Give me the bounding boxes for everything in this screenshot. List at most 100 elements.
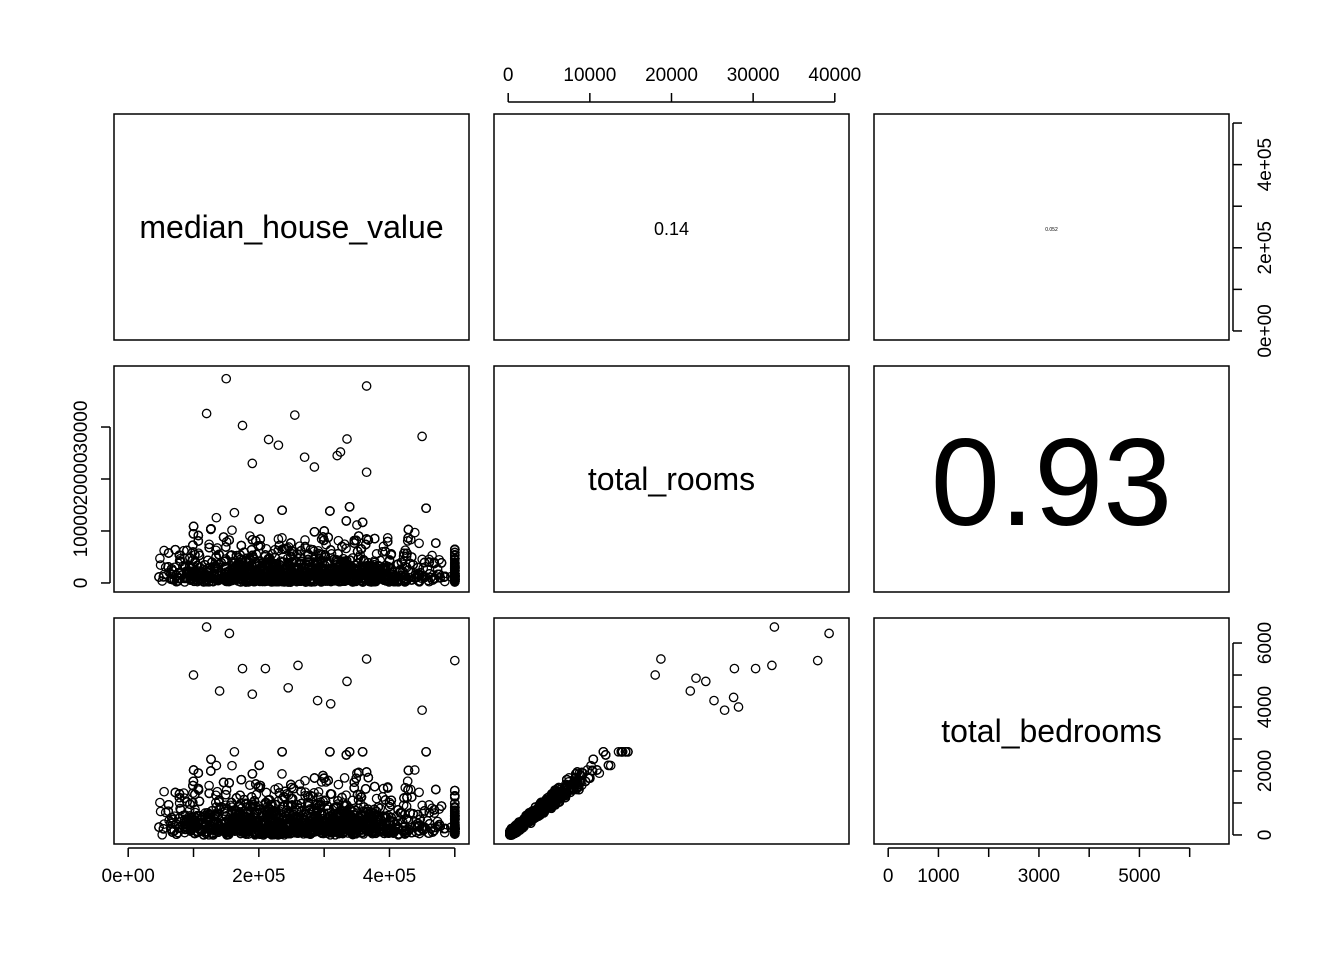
point-value-vs-rooms [229, 507, 240, 518]
point-value-vs-rooms [357, 517, 368, 528]
point-value-vs-rooms [180, 572, 191, 583]
point-value-vs-rooms [249, 554, 260, 565]
point-value-vs-rooms [270, 559, 281, 569]
point-value-vs-rooms [317, 558, 327, 569]
point-value-vs-rooms [277, 505, 287, 516]
point-value-vs-rooms [424, 557, 435, 567]
median-house-value-right-tick-label: 4e+05 [1255, 138, 1276, 191]
point-value-vs-rooms [383, 575, 394, 586]
point-value-vs-rooms [417, 431, 427, 442]
point-value-vs-rooms [309, 462, 320, 472]
point-value-vs-rooms [254, 514, 265, 524]
point-value-vs-rooms [299, 452, 310, 463]
point-value-vs-rooms [319, 526, 330, 536]
point-value-vs-rooms [449, 562, 460, 572]
point-value-vs-bedrooms [339, 773, 350, 783]
panel-3-3-frame [873, 617, 1230, 845]
point-value-vs-bedrooms [155, 797, 165, 808]
point-value-vs-rooms [375, 555, 386, 566]
point-value-vs-bedrooms [369, 781, 380, 792]
point-value-vs-rooms [436, 558, 447, 568]
point-value-vs-rooms [325, 545, 336, 555]
point-value-vs-bedrooms [371, 793, 382, 804]
point-value-vs-rooms [194, 550, 205, 561]
point-value-vs-rooms [408, 559, 418, 570]
point-value-vs-rooms [204, 539, 214, 550]
total-bedrooms-right-tick-label: 0 [1255, 830, 1276, 841]
point-value-vs-rooms [236, 540, 247, 551]
point-value-vs-rooms [158, 571, 169, 582]
point-value-vs-rooms [221, 536, 232, 547]
point-value-vs-rooms [352, 520, 362, 530]
total-bedrooms-bottom-tick-label: 0 [883, 866, 894, 887]
point-value-vs-rooms [171, 576, 182, 587]
point-value-vs-rooms [253, 541, 264, 551]
point-value-vs-rooms [341, 559, 352, 570]
point-value-vs-rooms [227, 525, 237, 536]
point-value-vs-rooms [285, 577, 296, 587]
point-value-vs-bedrooms [430, 784, 441, 795]
total-bedrooms-bottom-tick-label: 3000 [1018, 866, 1060, 887]
point-value-vs-rooms [231, 550, 242, 561]
total-bedrooms-bottom-tick-label: 5000 [1118, 866, 1160, 887]
total-rooms-left-tick-label: 30000 [71, 401, 92, 454]
panel-1-1-frame [113, 113, 470, 341]
point-value-vs-rooms [332, 450, 343, 461]
point-value-vs-rooms [403, 524, 414, 535]
total-rooms-left-tick-label: 0 [71, 578, 92, 589]
total-rooms-top-tick-label: 10000 [563, 65, 616, 86]
point-value-vs-bedrooms [333, 779, 344, 790]
point-value-vs-rooms [429, 558, 440, 569]
point-value-vs-rooms [170, 544, 181, 555]
point-value-vs-rooms [449, 568, 460, 579]
point-value-vs-rooms [352, 566, 363, 576]
point-value-vs-rooms [389, 576, 400, 587]
point-value-vs-rooms [353, 552, 364, 563]
panel-3-2-frame [493, 617, 850, 845]
point-value-vs-rooms [440, 571, 450, 582]
point-value-vs-bedrooms [309, 773, 320, 783]
point-value-vs-bedrooms [313, 787, 324, 797]
point-value-vs-rooms [182, 545, 192, 556]
point-value-vs-rooms [413, 568, 423, 579]
point-value-vs-bedrooms [159, 786, 169, 797]
point-value-vs-rooms [361, 467, 372, 478]
point-value-vs-bedrooms [211, 760, 222, 771]
panel-1-2-frame [493, 113, 850, 341]
point-value-vs-rooms [193, 530, 204, 541]
point-value-vs-rooms [204, 542, 215, 553]
median-house-value-bottom-tick-label: 0e+00 [102, 866, 155, 887]
total-rooms-left-tick-label: 20000 [71, 453, 92, 506]
point-value-vs-rooms [419, 557, 430, 568]
panel-1-3-frame [873, 113, 1230, 341]
point-value-vs-rooms [269, 575, 280, 585]
point-value-vs-bedrooms [277, 769, 287, 779]
point-value-vs-rooms [280, 571, 291, 581]
point-value-vs-rooms [255, 534, 266, 544]
point-value-vs-rooms [326, 572, 337, 583]
point-value-vs-rooms [331, 571, 342, 582]
total-rooms-top-tick-label: 0 [503, 65, 514, 86]
median-house-value-bottom-tick-label: 4e+05 [363, 866, 416, 887]
point-value-vs-bedrooms [429, 808, 440, 818]
point-value-vs-rooms [386, 549, 397, 559]
point-value-vs-bedrooms [347, 795, 358, 806]
point-value-vs-bedrooms [247, 768, 258, 779]
median-house-value-right-tick-label: 0e+00 [1255, 304, 1276, 357]
point-value-vs-bedrooms [277, 746, 287, 757]
point-value-vs-rooms [263, 434, 274, 445]
point-value-vs-rooms [194, 562, 205, 573]
total-bedrooms-right-tick-label: 4000 [1255, 686, 1276, 728]
point-value-vs-rooms [252, 566, 262, 577]
point-value-vs-rooms [424, 568, 435, 579]
point-value-vs-bedrooms [211, 790, 221, 801]
total-bedrooms-bottom-tick-label: 1000 [917, 866, 959, 887]
point-value-vs-rooms [273, 440, 284, 451]
point-value-vs-rooms [430, 538, 441, 548]
point-value-vs-rooms [293, 570, 304, 581]
point-value-vs-rooms [201, 408, 212, 419]
point-value-vs-rooms [312, 556, 323, 567]
point-value-vs-rooms [274, 575, 284, 586]
point-value-vs-rooms [296, 546, 306, 556]
